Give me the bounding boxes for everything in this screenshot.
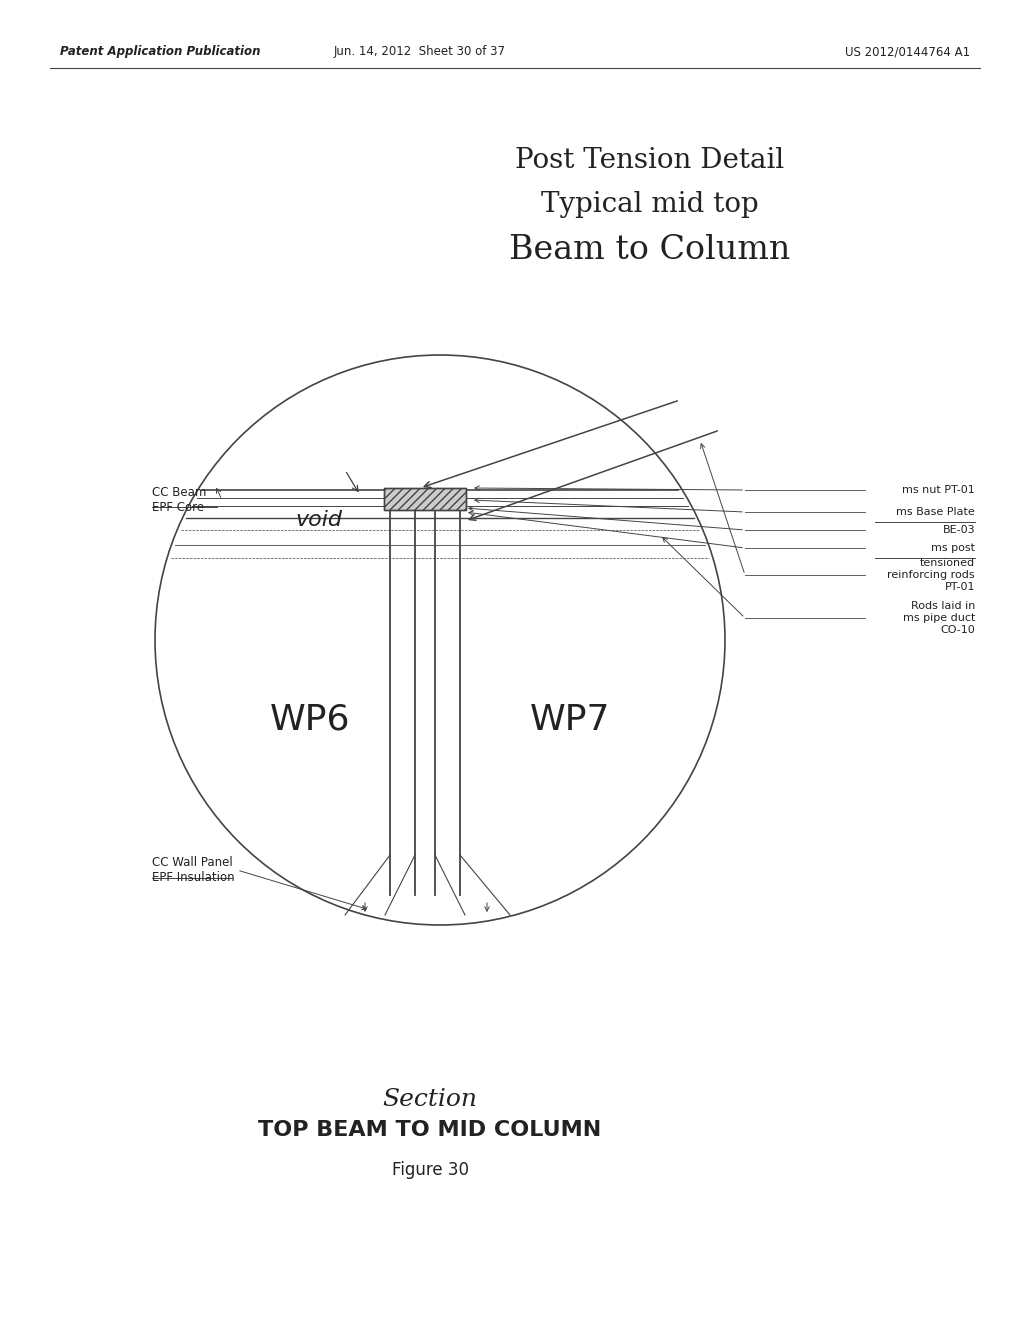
Text: void: void — [295, 510, 342, 531]
Text: TOP BEAM TO MID COLUMN: TOP BEAM TO MID COLUMN — [258, 1119, 602, 1140]
Text: ms nut PT-01: ms nut PT-01 — [902, 484, 975, 495]
Text: Beam to Column: Beam to Column — [509, 234, 791, 267]
Text: Rods laid in
ms pipe duct
CO-10: Rods laid in ms pipe duct CO-10 — [902, 601, 975, 635]
Text: ms post: ms post — [931, 543, 975, 553]
Text: Patent Application Publication: Patent Application Publication — [60, 45, 260, 58]
Text: CC Wall Panel
EPF Insulation: CC Wall Panel EPF Insulation — [152, 855, 234, 884]
Text: BE-03: BE-03 — [942, 525, 975, 535]
Text: CC Beam
EPF Core: CC Beam EPF Core — [152, 486, 207, 513]
Text: tensioned
reinforcing rods
PT-01: tensioned reinforcing rods PT-01 — [888, 557, 975, 593]
Text: Figure 30: Figure 30 — [391, 1162, 469, 1179]
Text: US 2012/0144764 A1: US 2012/0144764 A1 — [845, 45, 970, 58]
Text: ms Base Plate: ms Base Plate — [896, 507, 975, 517]
Text: WP6: WP6 — [269, 704, 350, 737]
Text: Typical mid top: Typical mid top — [542, 191, 759, 219]
Text: Section: Section — [383, 1089, 477, 1111]
Text: WP7: WP7 — [529, 704, 610, 737]
Text: Post Tension Detail: Post Tension Detail — [515, 147, 784, 173]
Bar — [384, 488, 466, 510]
Bar — [384, 488, 466, 510]
Text: Jun. 14, 2012  Sheet 30 of 37: Jun. 14, 2012 Sheet 30 of 37 — [334, 45, 506, 58]
